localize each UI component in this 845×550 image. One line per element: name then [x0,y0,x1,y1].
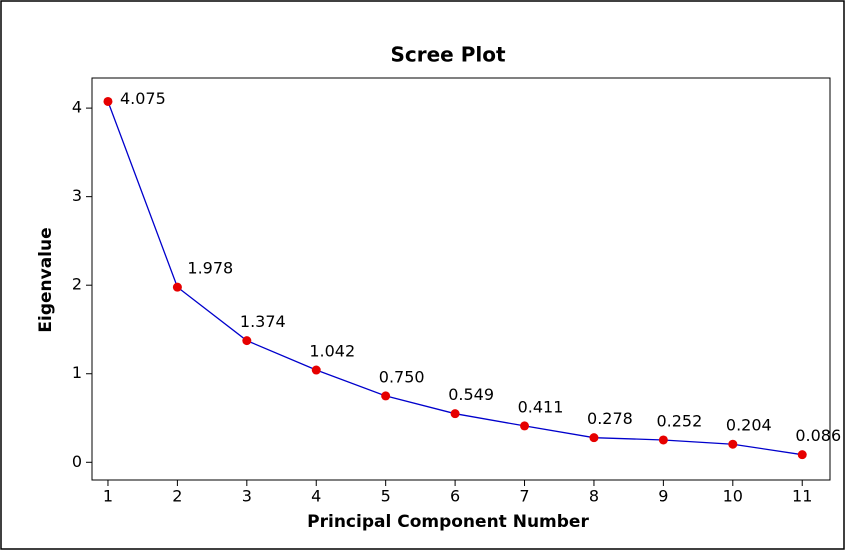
point [103,96,113,106]
x-tick-label: 3 [242,487,252,506]
plot-area [91,77,831,481]
x-tick-label: 8 [589,487,599,506]
x-tick-label: 1 [103,487,113,506]
point [658,435,668,445]
y-tick-label: 2 [72,275,82,294]
x-tick-label: 11 [792,487,812,506]
chart-title: Scree Plot [390,43,505,67]
point [728,439,738,449]
data-label: 0.549 [448,385,494,404]
point [520,421,530,431]
x-tick-label: 10 [723,487,743,506]
y-tick-label: 3 [72,186,82,205]
data-label: 0.204 [726,416,772,435]
x-tick-label: 7 [519,487,529,506]
data-label: 4.075 [120,89,166,108]
point [381,391,391,401]
x-axis-label: Principal Component Number [307,512,589,532]
y-tick-label: 1 [72,363,82,382]
data-label: 0.750 [379,367,425,386]
data-label: 1.978 [187,259,233,278]
y-tick-label: 4 [72,98,82,117]
data-label: 0.252 [656,411,702,430]
data-label: 0.278 [587,409,633,428]
x-tick-label: 4 [311,487,321,506]
point [242,336,252,346]
point [797,450,807,460]
y-axis-label: Eigenvalue [36,227,56,332]
x-tick-label: 5 [381,487,391,506]
data-label: 0.411 [518,397,564,416]
x-tick-label: 6 [450,487,460,506]
data-label: 0.086 [795,426,841,445]
x-tick-label: 9 [658,487,668,506]
x-tick-label: 2 [172,487,182,506]
point [311,365,321,375]
point [450,409,460,419]
point [589,433,599,443]
y-tick-label: 0 [72,452,82,471]
data-label: 1.042 [309,342,355,361]
data-label: 1.374 [240,312,286,331]
point [172,282,182,292]
